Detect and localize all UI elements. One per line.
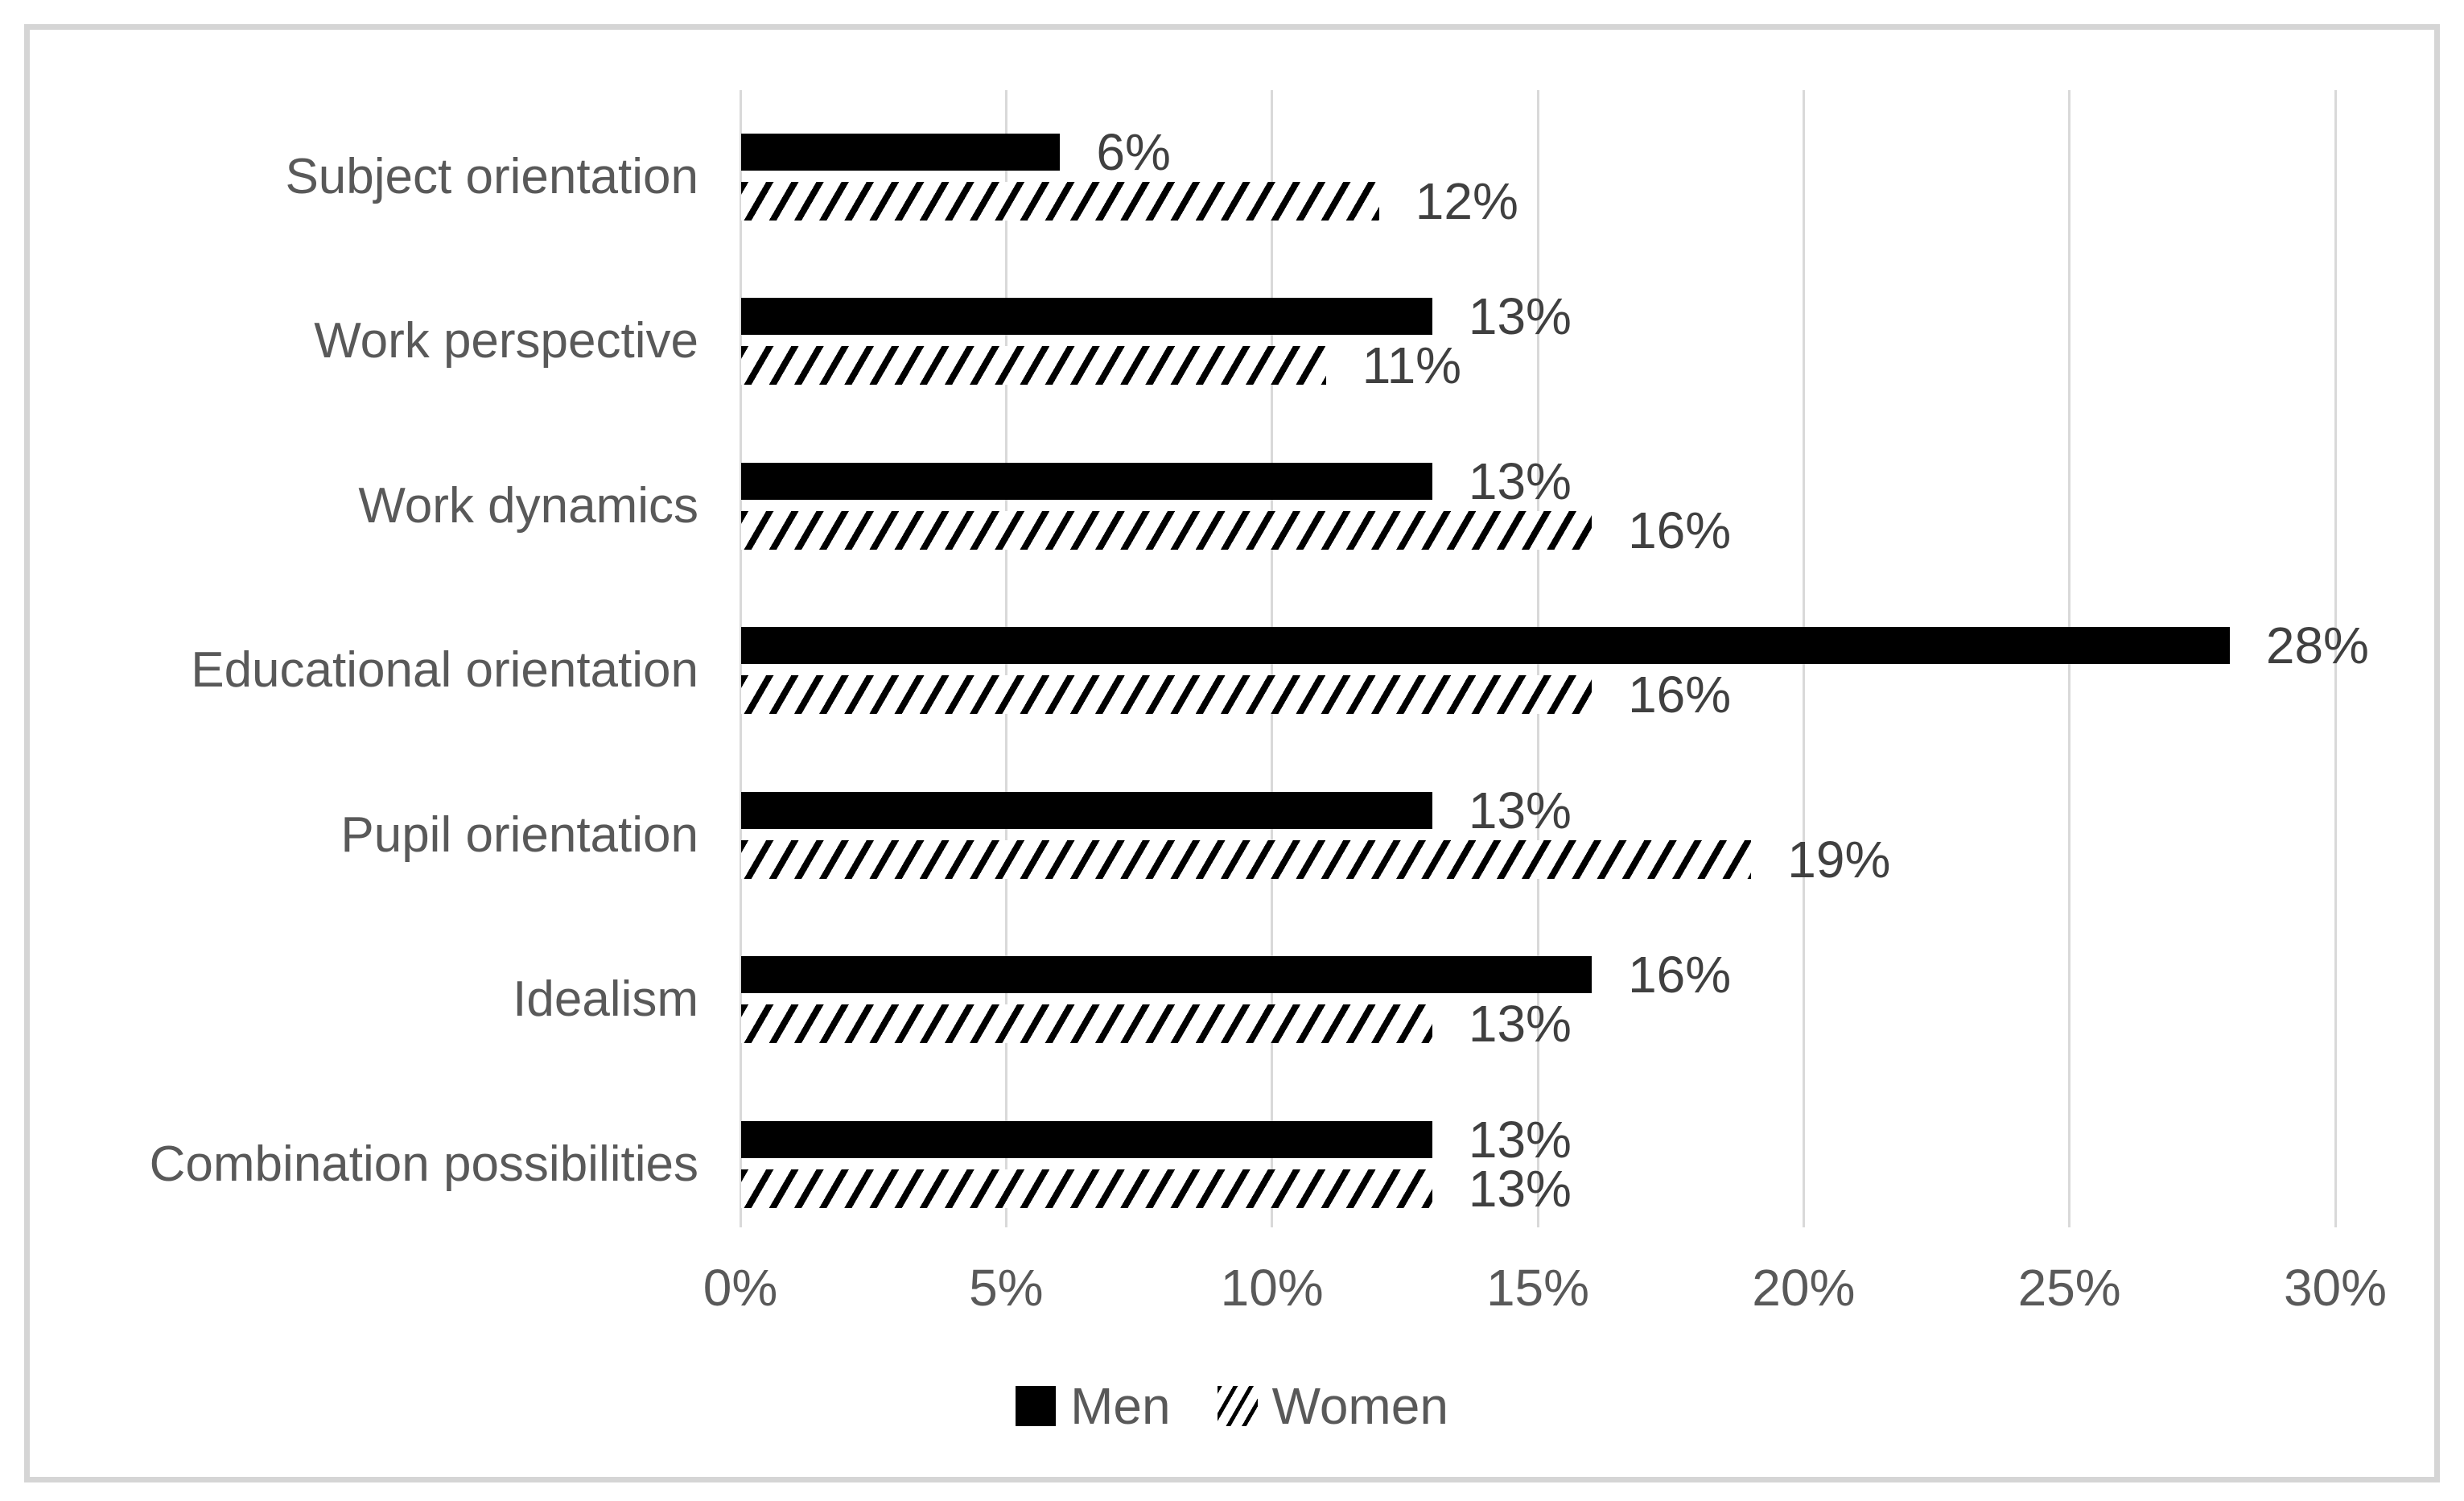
legend: Men Women bbox=[0, 1378, 2464, 1434]
legend-marker-men bbox=[1016, 1386, 1057, 1426]
category-label: Subject orientation bbox=[285, 149, 698, 204]
bar-value-label: 12% bbox=[1415, 172, 1518, 230]
category-label: Work perspective bbox=[314, 313, 698, 369]
bar-men bbox=[741, 298, 1432, 336]
gridline bbox=[2334, 90, 2337, 1227]
bar-women bbox=[741, 346, 1326, 386]
bar-women bbox=[741, 182, 1379, 221]
chart-frame bbox=[24, 24, 2440, 1482]
category-label: Work dynamics bbox=[358, 477, 698, 534]
bar-value-label: 13% bbox=[1468, 1159, 1572, 1218]
x-axis-tick-label: 5% bbox=[969, 1259, 1044, 1317]
x-axis-tick-label: 10% bbox=[1220, 1259, 1324, 1317]
bar-value-label: 16% bbox=[1628, 666, 1732, 724]
bar-value-label: 13% bbox=[1468, 1110, 1572, 1169]
bar-value-label: 11% bbox=[1362, 336, 1462, 395]
bar-value-label: 6% bbox=[1096, 123, 1171, 181]
bar-women bbox=[741, 675, 1593, 715]
bar-value-label: 16% bbox=[1628, 501, 1732, 559]
bar-men bbox=[741, 627, 2230, 665]
bar-men bbox=[741, 462, 1432, 500]
bar-women bbox=[741, 510, 1593, 550]
category-label: Combination possibilities bbox=[149, 1136, 698, 1192]
category-label: Pupil orientation bbox=[340, 806, 698, 863]
legend-item-women: Women bbox=[1217, 1377, 1448, 1435]
bar-women bbox=[741, 839, 1752, 879]
category-label: Idealism bbox=[513, 971, 698, 1028]
bar-men bbox=[741, 956, 1593, 994]
x-axis-tick-label: 20% bbox=[1752, 1259, 1856, 1317]
bar-value-label: 13% bbox=[1468, 452, 1572, 510]
bar-value-label: 28% bbox=[2265, 616, 2369, 675]
category-label: Educational orientation bbox=[191, 642, 698, 699]
bar-value-label: 13% bbox=[1468, 781, 1572, 839]
legend-label-men: Men bbox=[1070, 1377, 1171, 1435]
bar-men bbox=[741, 1120, 1432, 1158]
bar-value-label: 13% bbox=[1468, 995, 1572, 1054]
legend-item-men: Men bbox=[1016, 1380, 1171, 1432]
bar-men bbox=[741, 791, 1432, 829]
x-axis-tick-label: 0% bbox=[703, 1259, 778, 1317]
bar-women bbox=[741, 1004, 1432, 1044]
bar-value-label: 19% bbox=[1787, 830, 1891, 889]
bar-value-label: 13% bbox=[1468, 287, 1572, 346]
bar-men bbox=[741, 134, 1061, 171]
bar-women bbox=[741, 1169, 1432, 1208]
x-axis-tick-label: 30% bbox=[2283, 1259, 2388, 1317]
x-axis-tick-label: 25% bbox=[2017, 1259, 2121, 1317]
bar-value-label: 16% bbox=[1628, 946, 1732, 1004]
x-axis-tick-label: 15% bbox=[1485, 1259, 1590, 1317]
legend-label-women: Women bbox=[1271, 1377, 1448, 1435]
gridline bbox=[739, 90, 742, 1227]
legend-marker-women bbox=[1217, 1386, 1258, 1426]
